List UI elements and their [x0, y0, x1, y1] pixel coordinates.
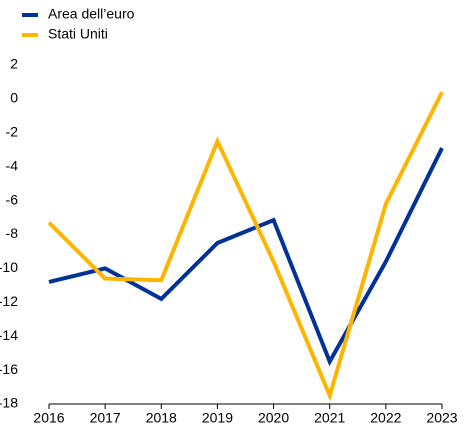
x-tick-label: 2018: [146, 410, 177, 426]
y-tick-label: -2: [6, 124, 19, 140]
series-line: [47, 91, 444, 402]
y-tick-label: -12: [0, 293, 18, 309]
series-line: [48, 147, 444, 367]
x-tick-label: 2021: [314, 410, 345, 426]
x-tick-label: 2019: [202, 410, 233, 426]
y-tick-label: -6: [6, 191, 19, 207]
y-tick-label: -16: [0, 361, 18, 377]
x-tick-label: 2016: [33, 410, 64, 426]
y-tick-label: 0: [10, 90, 18, 106]
legend-label: Area dell’euro: [48, 6, 135, 22]
legend-swatch: [22, 33, 38, 37]
y-tick-label: -14: [0, 327, 18, 343]
x-tick-label: 2022: [370, 410, 401, 426]
x-tick-label: 2023: [426, 410, 457, 426]
x-tick-label: 2017: [90, 410, 121, 426]
y-tick-label: -4: [6, 157, 19, 173]
legend-swatch: [22, 13, 38, 17]
y-tick-label: -18: [0, 395, 18, 411]
y-tick-label: -8: [6, 225, 19, 241]
y-tick-label: -10: [0, 259, 18, 275]
legend-label: Stati Uniti: [48, 26, 108, 42]
y-tick-label: 2: [10, 56, 18, 72]
x-tick-label: 2020: [258, 410, 289, 426]
